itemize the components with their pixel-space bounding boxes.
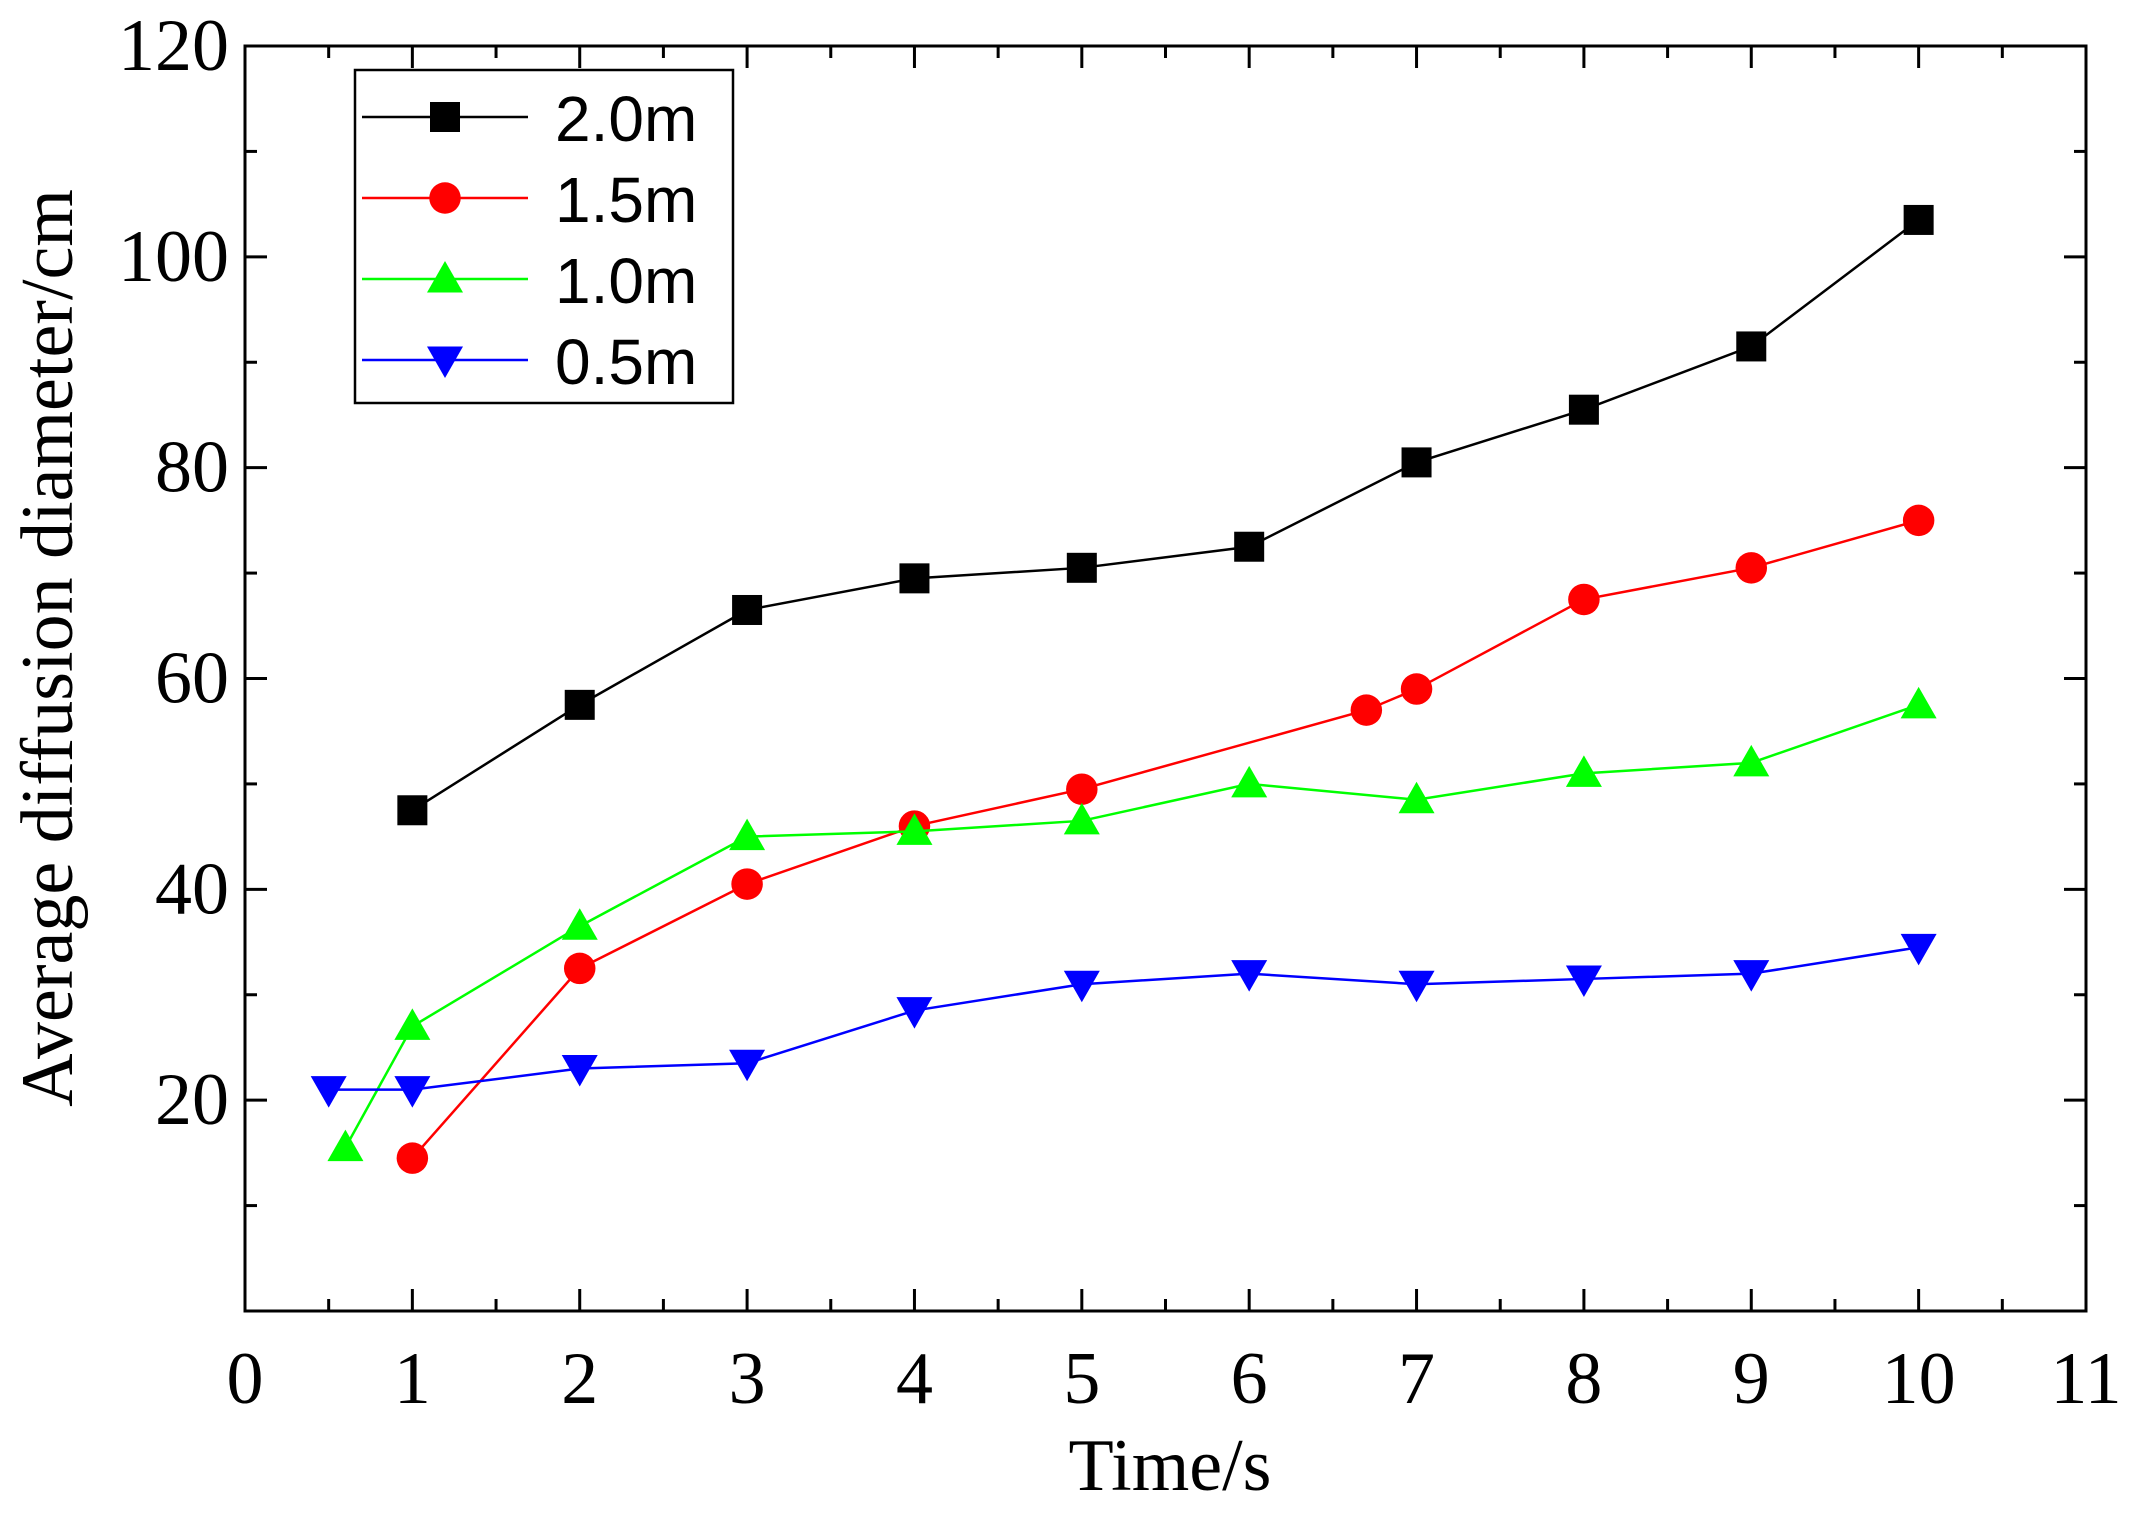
data-point-1-0m [1063, 802, 1100, 835]
data-point-1-5m [1902, 504, 1935, 537]
data-point-1-0m [729, 818, 766, 851]
data-point-1-0m [1565, 755, 1602, 787]
x-tick-label: 2 [561, 1338, 598, 1420]
data-point-1-5m [1735, 552, 1768, 584]
series-layer [310, 204, 1937, 1174]
data-point-1-0m [1733, 744, 1770, 777]
y-axis-label: Average diffusion diameter/cm [7, 189, 89, 1107]
y-tick-label: 40 [155, 848, 229, 930]
data-point-2-0m [1736, 331, 1767, 362]
data-point-1-5m [396, 1142, 429, 1174]
legend-label-2-0m: 2.0m [555, 83, 697, 155]
data-point-1-0m [561, 908, 598, 940]
legend-marker-1-0m [427, 261, 463, 293]
legend-item-1-5m: 1.5m [362, 164, 697, 236]
legend-item-0-5m: 0.5m [362, 326, 697, 398]
data-point-1-0m [1398, 781, 1435, 814]
data-point-1-5m [1400, 673, 1433, 705]
data-point-0-5m [1231, 960, 1268, 992]
data-point-0-5m [1565, 965, 1602, 997]
series-1-5m [396, 504, 1935, 1174]
data-point-1-5m [1350, 694, 1383, 726]
legend-label-0-5m: 0.5m [555, 326, 697, 398]
data-point-2-0m [397, 795, 428, 826]
data-point-2-0m [732, 594, 763, 625]
legend-item-2-0m: 2.0m [362, 83, 697, 155]
data-point-2-0m [1234, 531, 1265, 562]
x-tick-label: 9 [1733, 1338, 1770, 1420]
data-point-2-0m [564, 689, 595, 720]
data-point-0-5m [1900, 933, 1937, 966]
x-axis-label: Time/s [1069, 1425, 1272, 1507]
legend-box [353, 68, 735, 405]
data-point-2-0m [1066, 552, 1097, 583]
y-tick-label: 80 [155, 427, 229, 509]
data-point-2-0m [1568, 394, 1599, 425]
legend-marker-2-0m [430, 102, 460, 132]
data-point-1-0m [327, 1129, 364, 1162]
data-point-1-0m [394, 1008, 431, 1040]
x-tick-label: 3 [729, 1338, 766, 1420]
data-point-0-5m [1063, 970, 1100, 1003]
data-point-0-5m [561, 1055, 598, 1087]
data-point-1-5m [1066, 773, 1098, 805]
y-tick-label: 20 [155, 1059, 229, 1141]
series-0-5m [310, 933, 1937, 1108]
x-tick-label: 6 [1231, 1338, 1268, 1420]
y-tick-label: 100 [118, 216, 229, 298]
x-tick-label: 11 [2050, 1338, 2121, 1420]
data-point-2-0m [1401, 447, 1432, 478]
y-tick-label: 60 [155, 638, 229, 720]
legend-label-1-5m: 1.5m [555, 164, 697, 236]
data-point-2-0m [899, 563, 930, 594]
data-point-1-5m [1568, 583, 1600, 616]
series-line-2-0m [411, 218, 1920, 812]
legend-marker-1-5m [429, 182, 461, 214]
data-point-0-5m [729, 1049, 766, 1082]
x-tick-label: 0 [227, 1338, 264, 1420]
data-point-1-5m [563, 952, 596, 985]
series-line-1-5m [411, 519, 1919, 1159]
data-point-1-0m [896, 813, 933, 845]
x-tick-label: 1 [394, 1338, 431, 1420]
series-2-0m [397, 204, 1934, 826]
x-tick-label: 8 [1565, 1338, 1602, 1420]
legend: 2.0m 1.5m 1.0m 0.5m [353, 68, 735, 405]
data-point-0-5m [1398, 970, 1435, 1003]
x-tick-label: 7 [1398, 1338, 1435, 1420]
data-point-2-0m [1903, 204, 1934, 235]
data-point-0-5m [896, 997, 933, 1029]
legend-item-1-0m: 1.0m [362, 245, 697, 317]
x-tick-label: 10 [1882, 1338, 1956, 1420]
data-point-1-0m [1900, 686, 1937, 719]
data-point-1-0m [1231, 765, 1268, 798]
y-tick-label: 120 [118, 5, 229, 87]
data-point-0-5m [394, 1076, 431, 1108]
x-tick-label: 4 [896, 1338, 933, 1420]
data-point-1-5m [731, 868, 763, 900]
legend-marker-0-5m [427, 346, 463, 378]
data-point-0-5m [1733, 960, 1770, 992]
data-point-0-5m [310, 1076, 347, 1108]
axes: 0 1 2 3 4 5 6 7 8 9 10 11 20 40 60 80 100 120 [118, 5, 2122, 1420]
series-1-0m [327, 686, 1937, 1162]
x-tick-label: 5 [1063, 1338, 1100, 1420]
legend-label-1-0m: 1.0m [555, 245, 697, 317]
